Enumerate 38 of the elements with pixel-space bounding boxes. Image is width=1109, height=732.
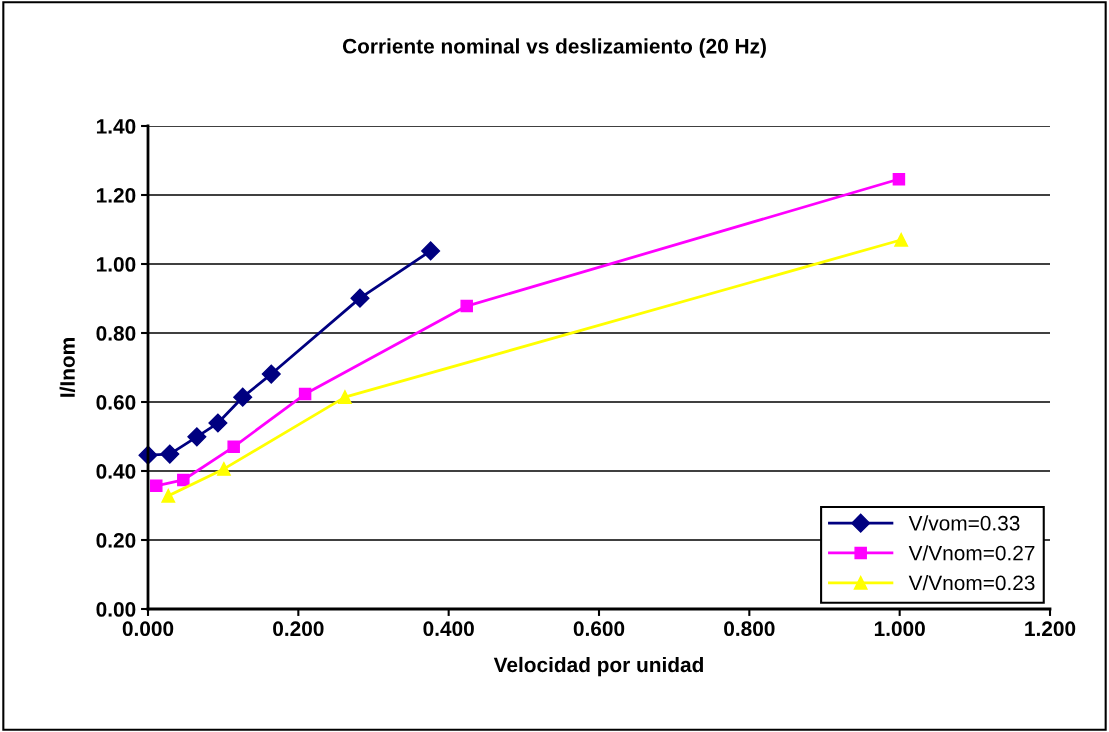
x-tick-label: 0.400 <box>423 621 474 637</box>
legend-label: V/Vnom=0.27 <box>908 545 1035 561</box>
y-tick-label: 0.60 <box>96 395 136 410</box>
point <box>161 488 176 503</box>
point <box>216 461 231 476</box>
y-tick-label: 1.20 <box>96 188 136 203</box>
x-tick-label: 1.000 <box>874 621 925 637</box>
point <box>160 444 180 464</box>
legend-label: V/vom=0.33 <box>908 515 1020 531</box>
point <box>460 299 473 313</box>
point <box>208 413 228 433</box>
y-tick-label: 0.40 <box>96 464 136 479</box>
point <box>298 387 312 401</box>
point <box>150 479 163 493</box>
point <box>894 232 909 247</box>
point <box>187 427 207 447</box>
point <box>350 288 370 308</box>
point <box>261 364 281 384</box>
chart-title: Corriente nominal vs deslizamiento (20 Hz) <box>342 38 766 58</box>
point <box>227 440 240 454</box>
x-tick-label: 0.000 <box>122 621 174 637</box>
y-tick-label: 0.80 <box>96 326 136 341</box>
y-tick-label: 0.20 <box>96 533 136 548</box>
x-tick-label: 1.200 <box>1025 621 1076 637</box>
point <box>421 241 441 261</box>
point <box>233 387 253 407</box>
y-tick-label: 1.00 <box>96 257 136 272</box>
x-axis-title: Velocidad por unidad <box>493 656 703 677</box>
x-tick-label: 0.800 <box>724 621 775 637</box>
y-tick-label: 0.00 <box>96 602 136 617</box>
y-axis-title: I/Inom <box>59 338 76 397</box>
point <box>337 390 352 405</box>
point <box>892 172 906 186</box>
x-tick-label: 0.600 <box>573 621 625 637</box>
point <box>177 473 190 487</box>
legend-label: V/Vnom=0.23 <box>908 575 1035 591</box>
y-tick-label: 1.40 <box>96 119 136 134</box>
x-tick-label: 0.200 <box>273 621 324 637</box>
